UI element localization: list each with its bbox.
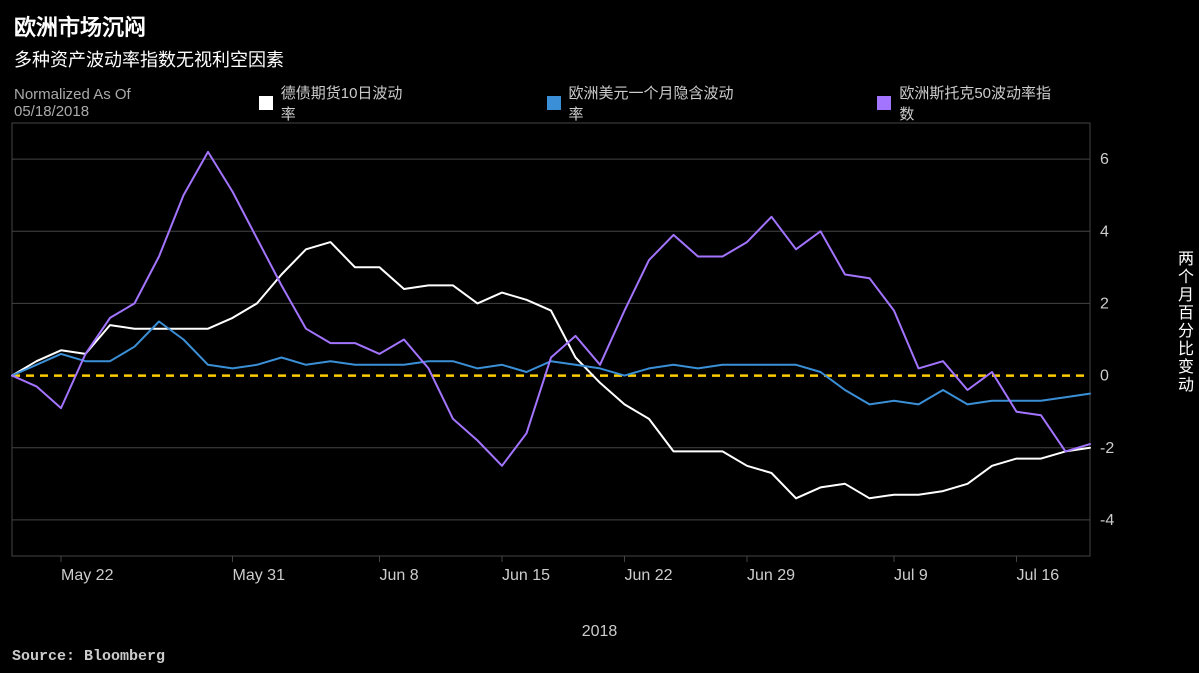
y-axis-title: 两个月百分比变动	[1171, 250, 1195, 394]
svg-text:May 31: May 31	[233, 567, 286, 584]
svg-text:May 22: May 22	[61, 567, 114, 584]
svg-text:Jun 8: Jun 8	[380, 567, 419, 584]
svg-text:6: 6	[1100, 151, 1109, 168]
svg-text:Jul 9: Jul 9	[894, 567, 928, 584]
chart-area: -4 -2 0 2 4 6 May 22 May 31 Jun 8 Jun 15 Jun 22 Jun…	[10, 118, 1160, 606]
chart-subtitle: 多种资产波动率指数无视利空因素	[14, 46, 1185, 72]
svg-text:Jun 15: Jun 15	[502, 567, 550, 584]
chart-title: 欧洲市场沉闷	[14, 10, 1185, 42]
svg-text:0: 0	[1100, 368, 1109, 385]
svg-text:Jul 16: Jul 16	[1017, 567, 1060, 584]
source-label: Source: Bloomberg	[12, 648, 165, 665]
legend-swatch	[877, 96, 891, 110]
svg-text:-4: -4	[1100, 512, 1114, 529]
svg-text:4: 4	[1100, 223, 1109, 240]
legend-swatch	[547, 96, 561, 110]
normalized-label: Normalized As Of 05/18/2018	[14, 86, 209, 120]
svg-text:Jun 29: Jun 29	[747, 567, 795, 584]
x-axis-year: 2018	[582, 623, 618, 641]
legend-swatch	[259, 96, 273, 110]
svg-text:2: 2	[1100, 295, 1109, 312]
svg-text:-2: -2	[1100, 440, 1114, 457]
svg-text:Jun 22: Jun 22	[625, 567, 673, 584]
